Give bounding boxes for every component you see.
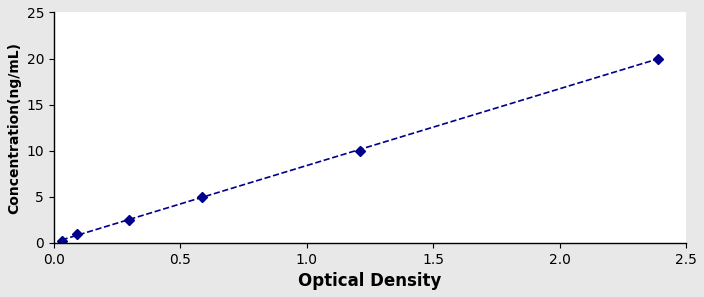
Y-axis label: Concentration(ng/mL): Concentration(ng/mL) (7, 42, 21, 214)
X-axis label: Optical Density: Optical Density (298, 272, 441, 290)
